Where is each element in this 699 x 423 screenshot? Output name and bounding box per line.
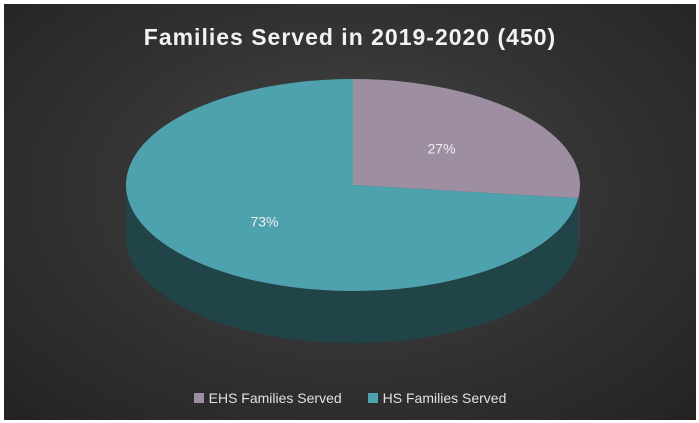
chart-area: Families Served in 2019-2020 (450) 27% 73… (4, 4, 696, 420)
legend-label-ehs: EHS Families Served (208, 390, 342, 406)
legend-swatch-ehs (193, 393, 204, 403)
legend-item-hs[interactable]: HS Families Served (367, 390, 507, 406)
legend: EHS Families Served HS Families Served (4, 390, 696, 406)
chart-title: Families Served in 2019-2020 (450) (143, 24, 557, 50)
legend-item-ehs[interactable]: EHS Families Served (193, 390, 342, 406)
pie-label-1: 73% (250, 213, 278, 229)
legend-label-hs: HS Families Served (382, 390, 507, 406)
pie-side-0-0 (578, 185, 580, 251)
pie-side-1-0 (125, 185, 579, 343)
pie-slice-1[interactable] (125, 79, 579, 291)
legend-swatch-hs (367, 393, 378, 403)
pie-chart: 27% 73% (125, 79, 580, 343)
pie-slice-0[interactable] (353, 79, 580, 199)
pie-label-0: 27% (428, 141, 456, 157)
